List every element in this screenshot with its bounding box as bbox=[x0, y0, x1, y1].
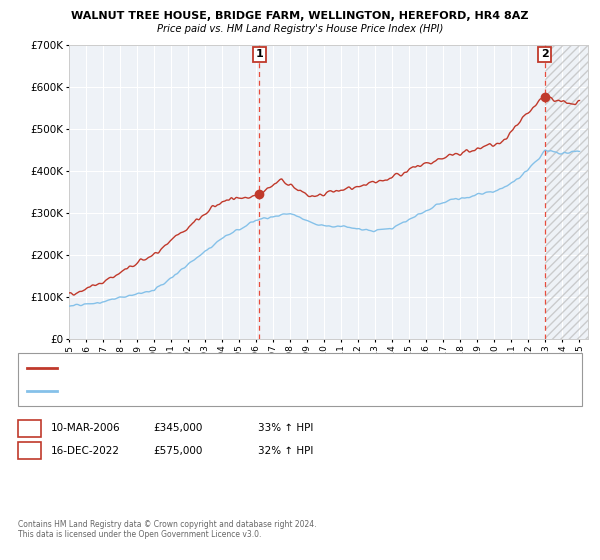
Text: £575,000: £575,000 bbox=[153, 446, 202, 456]
Text: 10-MAR-2006: 10-MAR-2006 bbox=[51, 423, 121, 433]
Text: Contains HM Land Registry data © Crown copyright and database right 2024.
This d: Contains HM Land Registry data © Crown c… bbox=[18, 520, 317, 539]
Text: Price paid vs. HM Land Registry's House Price Index (HPI): Price paid vs. HM Land Registry's House … bbox=[157, 24, 443, 34]
Text: 2: 2 bbox=[26, 446, 33, 456]
Text: 1: 1 bbox=[26, 423, 33, 433]
Text: WALNUT TREE HOUSE, BRIDGE FARM, WELLINGTON, HEREFORD, HR4 8AZ: WALNUT TREE HOUSE, BRIDGE FARM, WELLINGT… bbox=[71, 11, 529, 21]
Text: 33% ↑ HPI: 33% ↑ HPI bbox=[258, 423, 313, 433]
Bar bbox=[545, 45, 588, 339]
Text: HPI: Average price, detached house, Herefordshire: HPI: Average price, detached house, Here… bbox=[66, 386, 284, 395]
Text: 1: 1 bbox=[256, 49, 263, 59]
Text: 16-DEC-2022: 16-DEC-2022 bbox=[51, 446, 120, 456]
Text: 32% ↑ HPI: 32% ↑ HPI bbox=[258, 446, 313, 456]
Text: WALNUT TREE HOUSE, BRIDGE FARM, WELLINGTON, HEREFORD, HR4 8AZ (detached hou: WALNUT TREE HOUSE, BRIDGE FARM, WELLINGT… bbox=[66, 363, 452, 372]
Text: 2: 2 bbox=[541, 49, 548, 59]
Text: £345,000: £345,000 bbox=[153, 423, 202, 433]
